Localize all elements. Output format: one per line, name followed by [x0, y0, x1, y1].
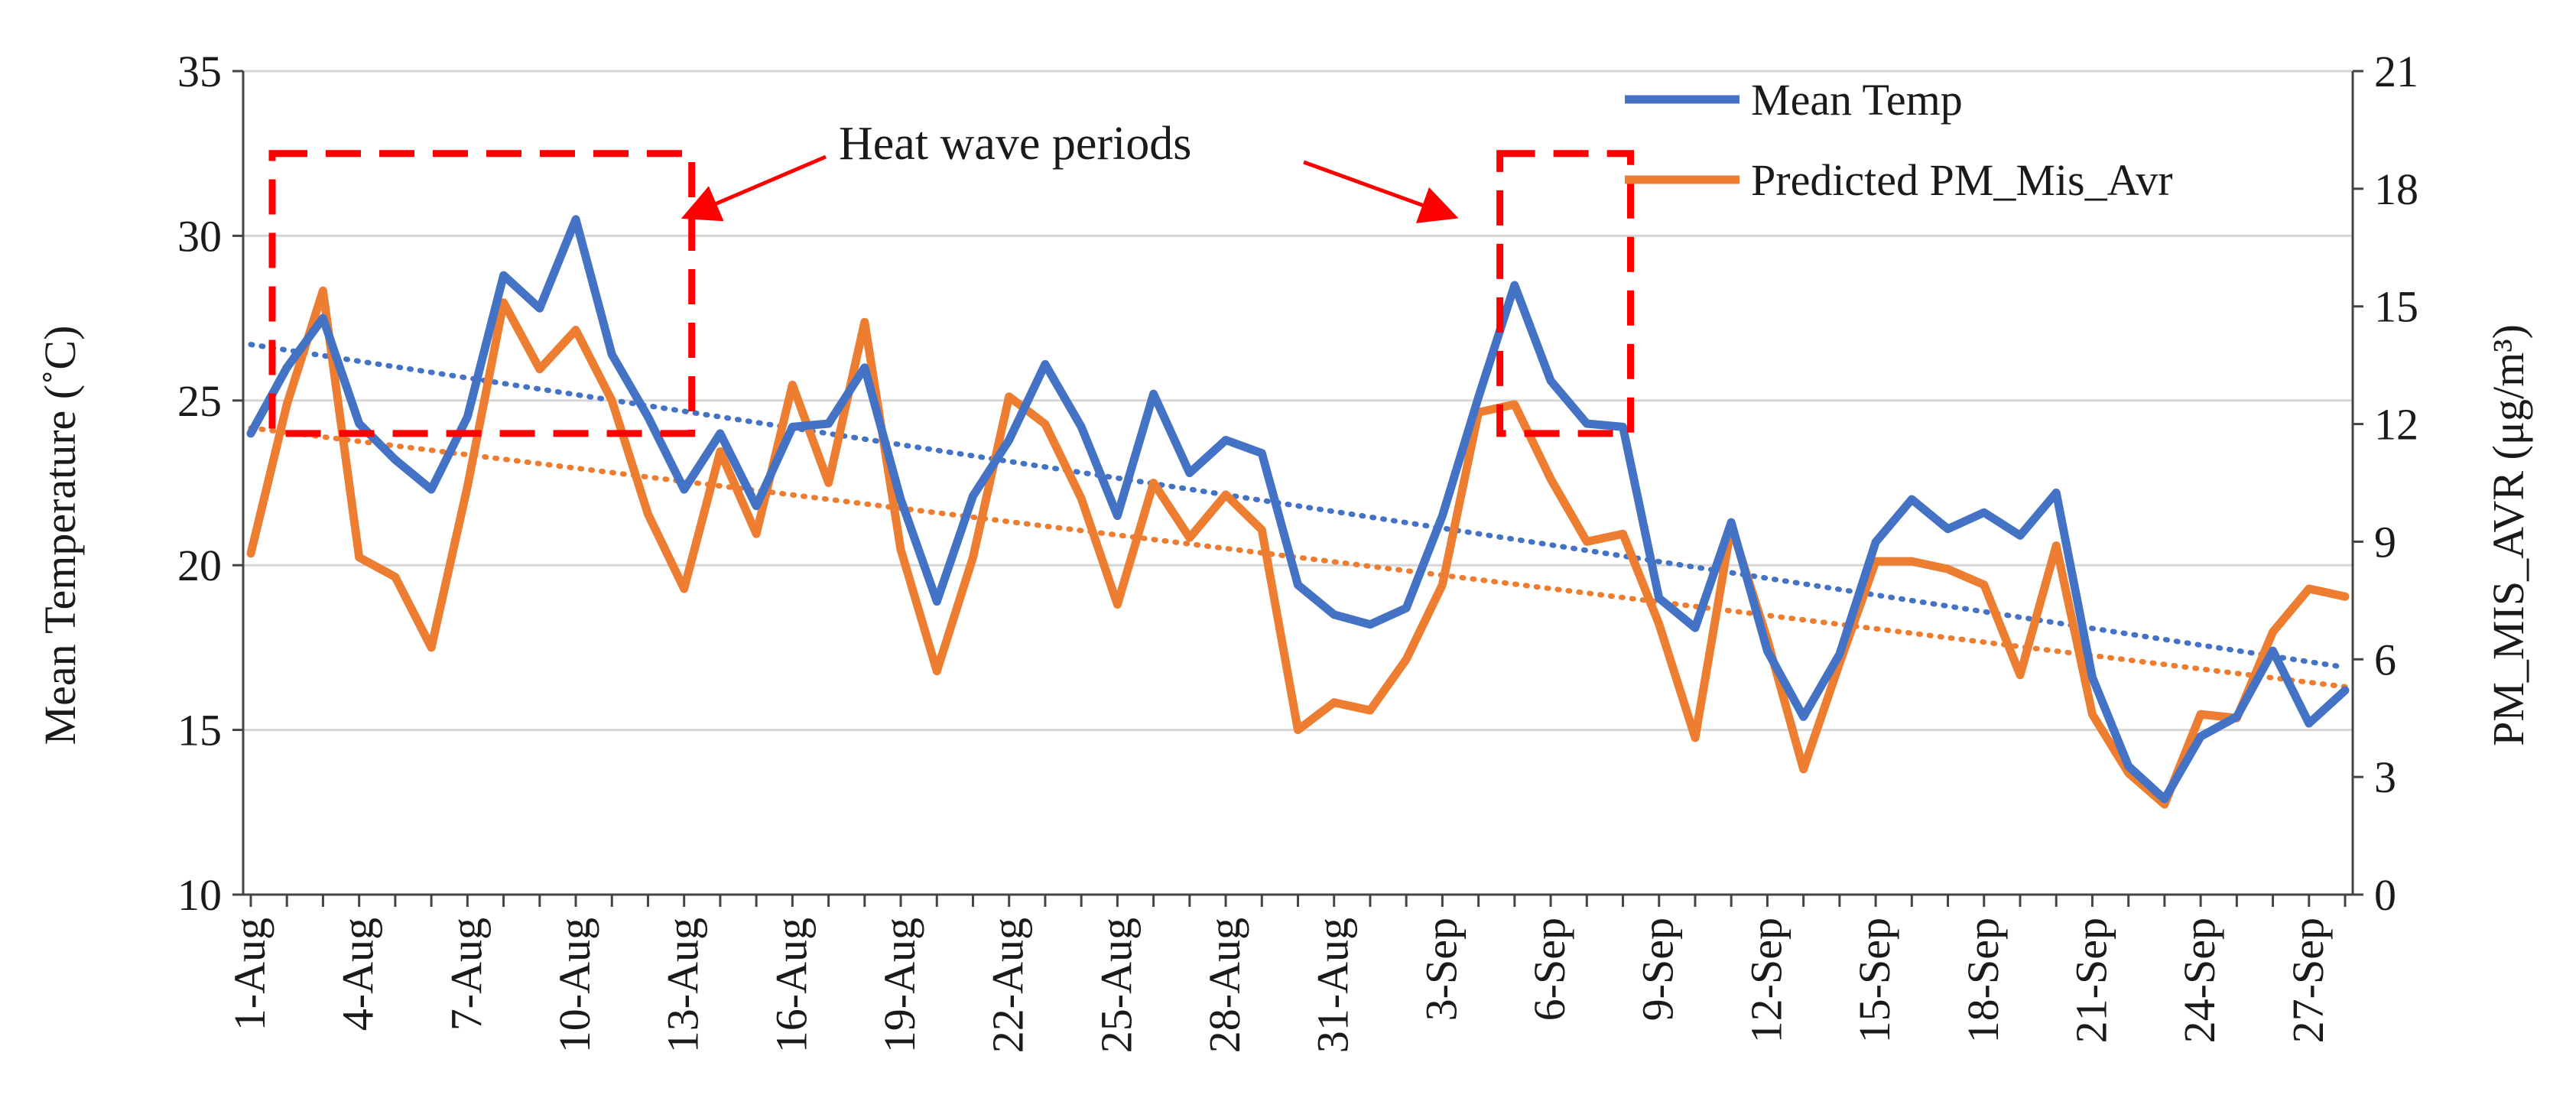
x-axis-tick-label: 4-Aug: [333, 918, 383, 1031]
trendline-mean-temp: [248, 342, 2348, 671]
left-axis-title: Mean Temperature (˚C): [35, 326, 85, 746]
heat-wave-arrow-1: [681, 154, 827, 222]
right-axis-tick-label: 21: [2374, 47, 2418, 96]
x-axis-tick-label: 22-Aug: [983, 918, 1033, 1053]
x-axis-tick-label: 9-Sep: [1633, 918, 1683, 1021]
right-axis-tick-label: 12: [2374, 400, 2418, 450]
heat-wave-arrow-2: [1303, 160, 1459, 223]
x-axis-tick-label: 10-Aug: [550, 918, 599, 1053]
right-axis-title: PM_MIS_AVR (μg/m³): [2483, 324, 2533, 746]
axes: [232, 70, 2363, 907]
x-axis-tick-label: 6-Sep: [1525, 918, 1574, 1021]
x-axis-tick-label: 1-Aug: [225, 918, 274, 1031]
x-axis-tick-label: 13-Aug: [658, 918, 708, 1053]
legend-label-predicted-pm: Predicted PM_Mis_Avr: [1751, 155, 2173, 205]
x-axis-tick-label: 24-Sep: [2175, 918, 2224, 1043]
right-axis-tick-label: 18: [2374, 164, 2418, 214]
left-axis-tick-label: 20: [177, 541, 222, 590]
heat-wave-label: Heat wave periods: [839, 118, 1191, 170]
x-axis-tick-label: 7-Aug: [441, 918, 491, 1031]
x-axis-tick-label: 31-Aug: [1308, 918, 1358, 1053]
x-axis-tick-label: 18-Sep: [1958, 918, 2008, 1043]
x-axis-tick-label: 25-Aug: [1091, 918, 1141, 1053]
heat-wave-annotations: [268, 150, 1635, 437]
right-axis-tick-label: 6: [2374, 635, 2396, 684]
legend: Mean Temp Predicted PM_Mis_Avr: [1625, 75, 2173, 205]
left-axis-tick-label: 25: [177, 376, 222, 426]
left-axis-tick-label: 15: [177, 706, 222, 755]
gridlines: [243, 70, 2353, 732]
x-axis-tick-label: 3-Sep: [1416, 918, 1466, 1021]
left-axis-tick-labels: 10 15 20 25 30 35: [177, 47, 222, 920]
left-axis-tick-label: 10: [177, 870, 222, 920]
x-axis-tick-labels: 1-Aug 4-Aug 7-Aug 10-Aug 13-Aug 16-Aug 19-Aug 2…: [225, 918, 2333, 1053]
right-axis-tick-label: 15: [2374, 282, 2418, 332]
series-line-predicted-pm: [246, 286, 2350, 809]
x-axis-tick-label: 12-Sep: [1741, 918, 1791, 1043]
right-axis-tick-labels: 0 3 6 9 12 15 18 21: [2374, 47, 2418, 920]
right-axis-tick-label: 9: [2374, 517, 2396, 567]
trendline-predicted-pm: [248, 425, 2348, 690]
right-axis-tick-label: 0: [2374, 870, 2396, 920]
series-line-mean-temp: [246, 215, 2350, 804]
left-axis-tick-label: 35: [177, 47, 222, 96]
series-lines: [246, 215, 2350, 809]
heat-wave-box-1: [268, 150, 696, 437]
x-axis-tick-label: 21-Sep: [2066, 918, 2116, 1043]
right-axis-tick-label: 3: [2374, 752, 2396, 802]
x-axis-tick-label: 28-Aug: [1200, 918, 1249, 1053]
x-axis-tick-label: 19-Aug: [875, 918, 924, 1053]
x-axis-tick-label: 27-Sep: [2283, 918, 2333, 1043]
x-axis-tick-label: 15-Sep: [1850, 918, 1899, 1043]
left-axis-tick-label: 30: [177, 211, 222, 261]
heat-wave-box-2: [1496, 150, 1635, 437]
x-axis-tick-label: 16-Aug: [766, 918, 816, 1053]
legend-label-mean-temp: Mean Temp: [1751, 75, 1963, 125]
